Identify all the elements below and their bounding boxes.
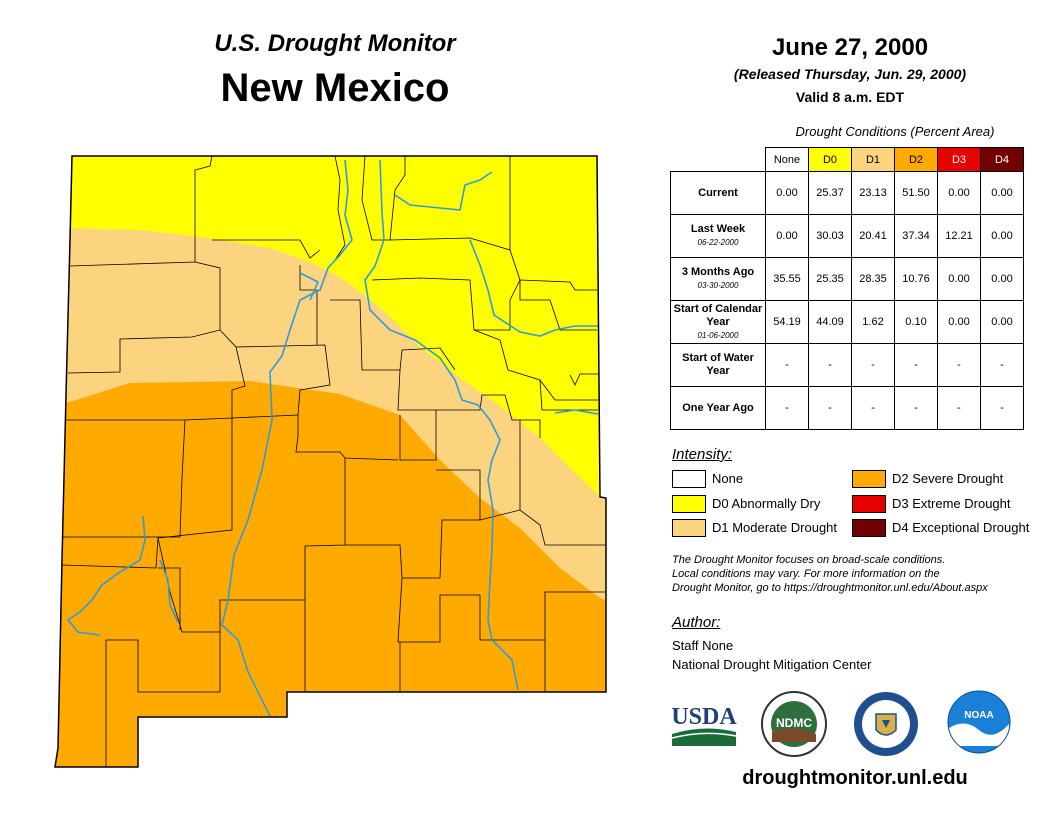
note-line: Drought Monitor, go to https://droughtmo… xyxy=(672,582,988,594)
table-cell: 51.50 xyxy=(894,171,938,215)
table-cell: - xyxy=(980,343,1024,387)
table-cell: - xyxy=(937,386,981,430)
row-label: One Year Ago xyxy=(670,386,766,430)
table-cell: 35.55 xyxy=(765,257,809,301)
table-cell: 28.35 xyxy=(851,257,895,301)
legend-title: Intensity: xyxy=(672,446,733,463)
table-cell: - xyxy=(851,343,895,387)
table-cell: - xyxy=(765,386,809,430)
col-header-none: None xyxy=(765,147,809,172)
legend-label: None xyxy=(712,471,744,486)
table-cell: 0.10 xyxy=(894,300,938,344)
table-cell: 0.00 xyxy=(937,257,981,301)
table-caption: Drought Conditions (Percent Area) xyxy=(795,124,995,139)
author-title: Author: xyxy=(672,614,721,631)
table-cell: 0.00 xyxy=(937,300,981,344)
table-cell: 0.00 xyxy=(765,214,809,258)
table-cell: 23.13 xyxy=(851,171,895,215)
row-label: Last Week 06-22-2000 xyxy=(670,214,766,258)
map-date: June 27, 2000 xyxy=(771,34,929,61)
legend-label: D2 Severe Drought xyxy=(892,471,1004,486)
state-title: New Mexico xyxy=(220,66,450,110)
table-row: Current 0.00 25.37 23.13 51.50 0.00 0.00 xyxy=(670,171,1024,215)
table-cell: 0.00 xyxy=(937,171,981,215)
legend-label: D1 Moderate Drought xyxy=(712,520,838,535)
row-label: Start of Calendar Year 01-06-2000 xyxy=(670,300,766,344)
table-cell: - xyxy=(894,386,938,430)
col-header-d2: D2 xyxy=(894,147,938,172)
row-label: Current xyxy=(670,171,766,215)
county-lines xyxy=(61,156,605,767)
new-mexico-drought-map xyxy=(54,155,607,768)
d0-region xyxy=(55,156,606,515)
table-cell: - xyxy=(808,386,852,430)
table-cell: 37.34 xyxy=(894,214,938,258)
ndmc-logo: NDMC xyxy=(761,691,827,757)
commerce-seal xyxy=(854,692,918,756)
table-cell: 25.35 xyxy=(808,257,852,301)
col-header-d0: D0 xyxy=(808,147,852,172)
table-row: Start of Water Year - - - - - - xyxy=(670,343,1024,387)
legend-swatch xyxy=(852,519,886,537)
table-header-row: None D0 D1 D2 D3 D4 xyxy=(670,147,1024,172)
legend-swatch xyxy=(672,495,706,513)
note-line: Local conditions may vary. For more info… xyxy=(672,568,940,580)
legend-swatch xyxy=(672,470,706,488)
table-cell: 20.41 xyxy=(851,214,895,258)
valid-time: Valid 8 a.m. EDT xyxy=(795,89,905,105)
note-line: The Drought Monitor focuses on broad-sca… xyxy=(672,554,946,566)
disclaimer-note: The Drought Monitor focuses on broad-sca… xyxy=(672,553,1042,595)
table-cell: 1.62 xyxy=(851,300,895,344)
table-cell: 54.19 xyxy=(765,300,809,344)
table-cell: - xyxy=(851,386,895,430)
legend-swatch xyxy=(852,470,886,488)
legend-swatch xyxy=(852,495,886,513)
legend-swatch xyxy=(672,519,706,537)
legend-label: D4 Exceptional Drought xyxy=(892,520,1030,535)
col-header-d3: D3 xyxy=(937,147,981,172)
footer-url[interactable]: droughtmonitor.unl.edu xyxy=(742,767,968,789)
table-cell: 12.21 xyxy=(937,214,981,258)
legend-label: D3 Extreme Drought xyxy=(892,496,1011,511)
col-header-d4: D4 xyxy=(980,147,1024,172)
table-cell: - xyxy=(808,343,852,387)
author-org: National Drought Mitigation Center xyxy=(672,657,872,672)
noaa-logo: NOAA xyxy=(947,690,1011,754)
table-cell: 0.00 xyxy=(980,257,1024,301)
table-cell: 10.76 xyxy=(894,257,938,301)
table-row: 3 Months Ago 03-30-2000 35.55 25.35 28.35… xyxy=(670,257,1024,301)
product-title: U.S. Drought Monitor xyxy=(214,30,456,57)
table-cell: 30.03 xyxy=(808,214,852,258)
table-cell: - xyxy=(980,386,1024,430)
table-cell: 25.37 xyxy=(808,171,852,215)
release-date: (Released Thursday, Jun. 29, 2000) xyxy=(733,66,967,82)
usda-logo-text: USDA xyxy=(671,704,737,730)
table-cell: 0.00 xyxy=(765,171,809,215)
author-name: Staff None xyxy=(672,638,734,653)
table-cell: - xyxy=(937,343,981,387)
ndmc-logo-text: NDMC xyxy=(776,716,812,730)
header-corner xyxy=(670,147,766,172)
state-outline xyxy=(54,155,607,768)
usda-logo: USDA xyxy=(671,704,737,746)
table-row: Start of Calendar Year 01-06-2000 54.19 4… xyxy=(670,300,1024,344)
col-header-d1: D1 xyxy=(851,147,895,172)
table-cell: 44.09 xyxy=(808,300,852,344)
table-cell: - xyxy=(765,343,809,387)
table-cell: 0.00 xyxy=(980,300,1024,344)
table-cell: 0.00 xyxy=(980,171,1024,215)
row-label: 3 Months Ago 03-30-2000 xyxy=(670,257,766,301)
rivers xyxy=(66,159,599,717)
table-cell: 0.00 xyxy=(980,214,1024,258)
table-row: Last Week 06-22-2000 0.00 30.03 20.41 37.… xyxy=(670,214,1024,258)
table-row: One Year Ago - - - - - - xyxy=(670,386,1024,430)
table-cell: - xyxy=(894,343,938,387)
drought-conditions-table: None D0 D1 D2 D3 D4 Current 0.00 25.37 2… xyxy=(670,147,1024,430)
row-label: Start of Water Year xyxy=(670,343,766,387)
legend-label: D0 Abnormally Dry xyxy=(712,496,821,511)
noaa-logo-text: NOAA xyxy=(964,710,993,721)
